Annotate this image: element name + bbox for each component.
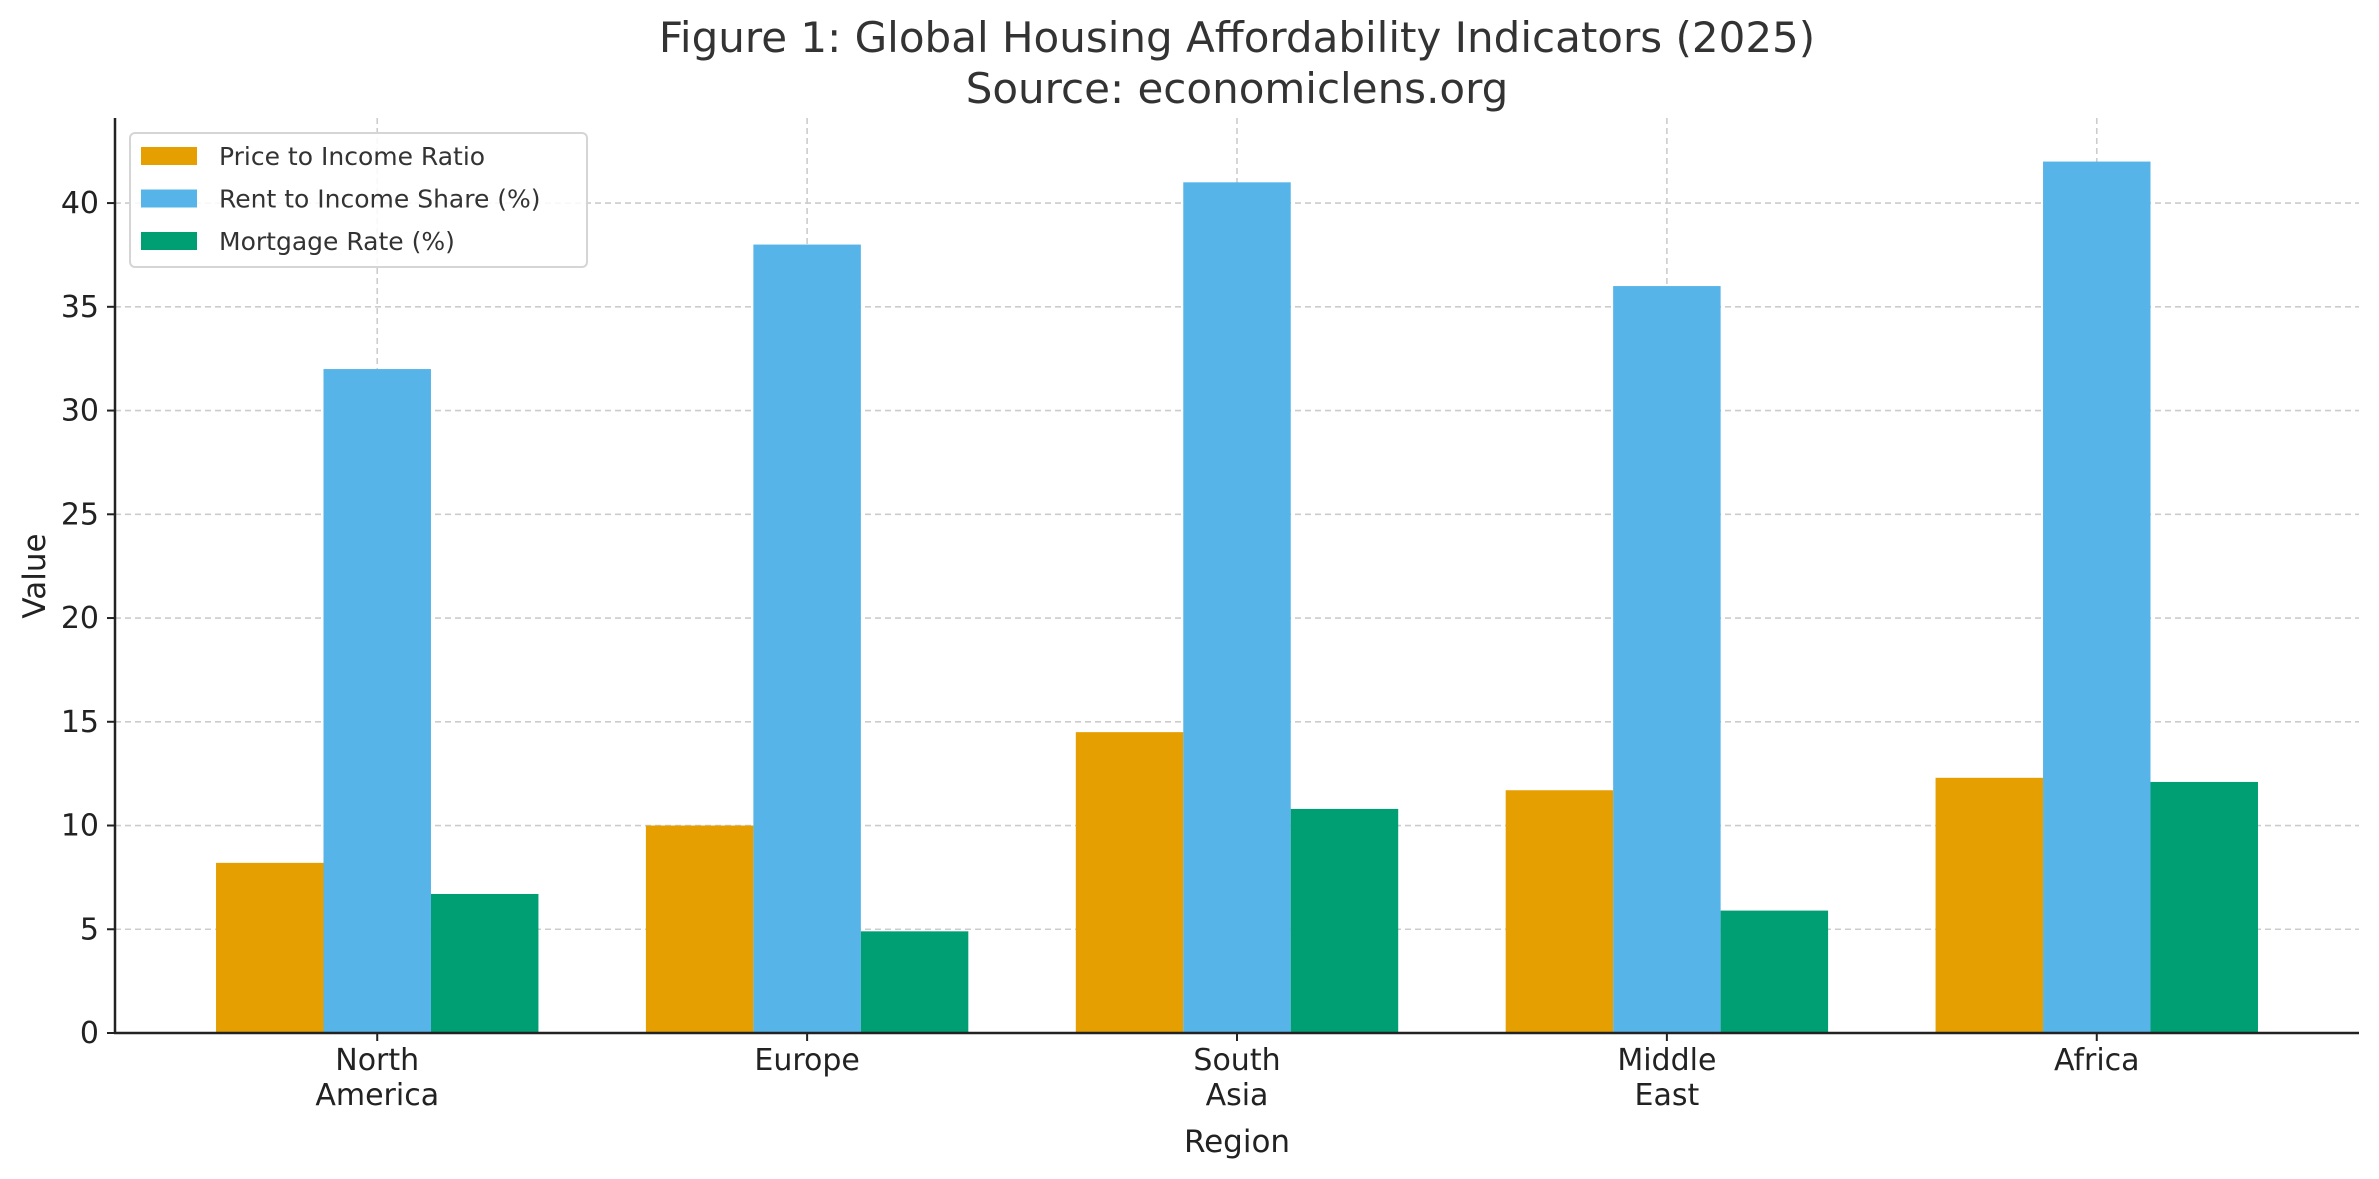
y-tick-label: 30 — [61, 394, 99, 429]
legend-label: Rent to Income Share (%) — [219, 185, 541, 214]
y-tick-label: 25 — [61, 497, 99, 532]
y-tick-label: 15 — [61, 705, 99, 740]
bar-rent-to-income-share — [323, 369, 431, 1033]
bar-price-to-income-ratio — [645, 825, 754, 1033]
legend-label: Price to Income Ratio — [219, 142, 485, 171]
bar-mortgage-rate — [860, 931, 969, 1033]
y-tick-label: 5 — [80, 912, 99, 947]
y-ticks: 0 5 10 15 20 25 30 35 40 — [61, 186, 115, 1051]
bars — [216, 161, 2258, 1034]
x-ticks: North America Europe South Asia Middle East Afr… — [315, 1033, 2140, 1113]
x-tick-label-line: America — [315, 1078, 439, 1113]
bar-rent-to-income-share — [1613, 286, 1721, 1033]
bar-mortgage-rate — [1290, 808, 1399, 1033]
bar-rent-to-income-share — [753, 244, 861, 1033]
x-tick-label: Africa — [2054, 1043, 2140, 1078]
bar-mortgage-rate — [2150, 781, 2258, 1033]
legend-swatch — [141, 147, 197, 165]
x-tick-label: North America — [315, 1043, 439, 1113]
y-tick-label: 35 — [61, 290, 99, 325]
chart-title: Figure 1: Global Housing Affordability I… — [659, 13, 1815, 62]
x-tick-label-line: Africa — [2054, 1043, 2140, 1078]
x-tick-label: Europe — [754, 1043, 860, 1078]
x-tick-label-line: North — [335, 1043, 419, 1078]
legend: Price to Income Ratio Rent to Income Shar… — [129, 132, 588, 268]
legend-label: Mortgage Rate (%) — [219, 227, 455, 256]
bar-mortgage-rate — [430, 893, 539, 1033]
x-tick-label-line: Europe — [754, 1043, 860, 1078]
x-axis-label: Region — [1184, 1124, 1290, 1160]
y-tick-label: 0 — [80, 1016, 99, 1051]
x-tick-label-line: South — [1193, 1043, 1280, 1078]
y-tick-label: 20 — [61, 601, 99, 636]
bar-price-to-income-ratio — [1075, 732, 1184, 1033]
bar-rent-to-income-share — [2043, 161, 2151, 1034]
y-tick-label: 40 — [61, 186, 99, 221]
legend-swatch — [141, 232, 197, 250]
bar-rent-to-income-share — [1183, 182, 1291, 1034]
legend-box — [129, 132, 588, 268]
bar-price-to-income-ratio — [1505, 790, 1614, 1033]
x-tick-label-line: East — [1635, 1078, 1700, 1113]
bar-price-to-income-ratio — [1935, 777, 2044, 1033]
x-tick-label-line: Middle — [1617, 1043, 1716, 1078]
bar-mortgage-rate — [1720, 910, 1829, 1033]
x-tick-label: Middle East — [1617, 1043, 1716, 1113]
y-tick-label: 10 — [61, 809, 99, 844]
x-tick-label: South Asia — [1193, 1043, 1280, 1113]
bar-price-to-income-ratio — [216, 862, 324, 1033]
y-axis-label: Value — [17, 533, 53, 618]
legend-swatch — [141, 189, 197, 208]
x-tick-label-line: Asia — [1206, 1078, 1269, 1113]
chart-subtitle: Source: economiclens.org — [966, 64, 1509, 113]
